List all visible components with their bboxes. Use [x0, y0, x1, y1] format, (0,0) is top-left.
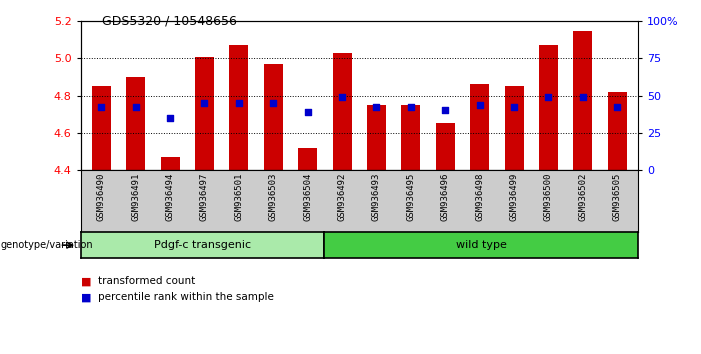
Point: [508, 104, 519, 110]
Text: ■: ■: [81, 292, 91, 302]
Text: GSM936497: GSM936497: [200, 173, 209, 221]
Bar: [229, 45, 248, 170]
Bar: [298, 148, 317, 170]
Text: GSM936495: GSM936495: [407, 173, 416, 221]
Bar: [126, 77, 145, 170]
Point: [165, 115, 176, 121]
Point: [612, 104, 623, 110]
Bar: [436, 124, 455, 170]
Text: percentile rank within the sample: percentile rank within the sample: [98, 292, 274, 302]
Text: GSM936500: GSM936500: [544, 173, 553, 221]
Text: genotype/variation: genotype/variation: [1, 240, 93, 250]
Point: [95, 104, 107, 110]
Text: GSM936501: GSM936501: [234, 173, 243, 221]
Text: GSM936503: GSM936503: [268, 173, 278, 221]
Bar: [92, 86, 111, 170]
Text: GDS5320 / 10548656: GDS5320 / 10548656: [102, 14, 236, 27]
Text: GSM936505: GSM936505: [613, 173, 622, 221]
Bar: [505, 86, 524, 170]
Text: GSM936502: GSM936502: [578, 173, 587, 221]
Text: ■: ■: [81, 276, 91, 286]
Bar: [573, 30, 592, 170]
Text: GSM936496: GSM936496: [441, 173, 450, 221]
Point: [336, 95, 348, 100]
Text: GSM936490: GSM936490: [97, 173, 106, 221]
Point: [199, 100, 210, 106]
Bar: [332, 53, 351, 170]
Point: [543, 95, 554, 100]
Text: GSM936494: GSM936494: [165, 173, 175, 221]
Point: [440, 108, 451, 113]
Point: [405, 104, 416, 110]
Point: [474, 102, 485, 108]
Bar: [402, 105, 421, 170]
Bar: [161, 157, 179, 170]
Text: GSM936504: GSM936504: [303, 173, 312, 221]
Point: [577, 95, 588, 100]
Text: GSM936492: GSM936492: [338, 173, 346, 221]
Point: [130, 104, 142, 110]
Bar: [470, 85, 489, 170]
Text: GSM936499: GSM936499: [510, 173, 519, 221]
Bar: [195, 57, 214, 170]
Point: [302, 109, 313, 115]
Bar: [367, 105, 386, 170]
Point: [371, 104, 382, 110]
Point: [233, 100, 245, 106]
Text: GSM936491: GSM936491: [131, 173, 140, 221]
Text: GSM936493: GSM936493: [372, 173, 381, 221]
Text: GSM936498: GSM936498: [475, 173, 484, 221]
Text: wild type: wild type: [456, 240, 507, 250]
Text: Pdgf-c transgenic: Pdgf-c transgenic: [154, 240, 251, 250]
Text: transformed count: transformed count: [98, 276, 196, 286]
Bar: [608, 92, 627, 170]
Bar: [539, 45, 558, 170]
Bar: [264, 64, 283, 170]
Point: [268, 100, 279, 106]
